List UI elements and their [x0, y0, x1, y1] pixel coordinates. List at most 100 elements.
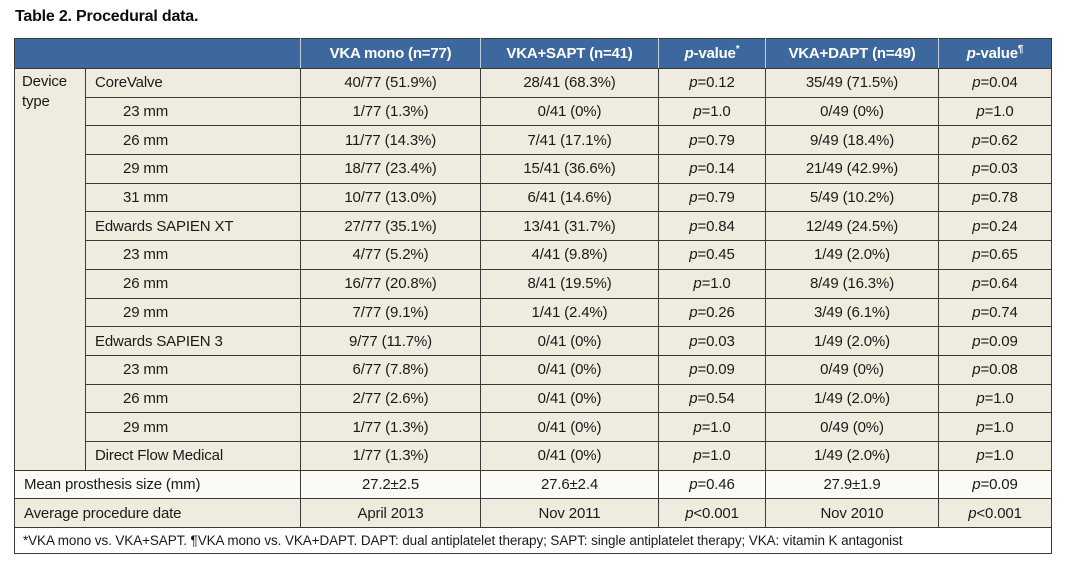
value-cell: 9/77 (11.7%) — [300, 326, 481, 356]
table-row: 29 mm 7/77 (9.1%) 1/41 (2.4%) p=0.26 3/49 (6… — [15, 297, 1052, 328]
row-label: CoreValve — [85, 68, 301, 98]
p-value-cell: p=0.24 — [938, 211, 1052, 242]
p-value-cell: p=0.26 — [658, 297, 766, 328]
table-row: 29 mm 18/77 (23.4%) 15/41 (36.6%) p=0.14 21/… — [15, 154, 1052, 184]
value-cell: 1/49 (2.0%) — [765, 383, 939, 414]
row-label: 29 mm — [85, 154, 301, 184]
value-cell: 27.9±1.9 — [765, 469, 939, 500]
value-cell: 0/41 (0%) — [480, 96, 659, 127]
value-cell: 0/41 (0%) — [480, 383, 659, 414]
p-value-cell: p=0.03 — [658, 326, 766, 356]
value-cell: 1/77 (1.3%) — [300, 96, 481, 127]
value-cell: 1/49 (2.0%) — [765, 240, 939, 270]
table-row: 23 mm 4/77 (5.2%) 4/41 (9.8%) p=0.45 1/49 (2… — [15, 240, 1052, 270]
table-row: Device type CoreValve 40/77 (51.9%) 28/41 (… — [14, 68, 1052, 471]
p-value-cell: p=1.0 — [658, 412, 766, 442]
column-header: p-value* — [658, 38, 766, 69]
p-value-cell: p<0.001 — [938, 498, 1052, 528]
table-row: Edwards SAPIEN 3 9/77 (11.7%) 0/41 (0%) p=0… — [15, 326, 1052, 356]
p-value-cell: p=0.74 — [938, 297, 1052, 328]
value-cell: 1/77 (1.3%) — [300, 440, 481, 471]
summary-row-label: Average procedure date — [14, 498, 301, 528]
table-row: 23 mm 6/77 (7.8%) 0/41 (0%) p=0.09 0/49 (0%)… — [15, 354, 1052, 385]
p-value-cell: p=0.62 — [938, 125, 1052, 156]
row-label: 26 mm — [85, 125, 301, 156]
value-cell: 18/77 (23.4%) — [300, 154, 481, 184]
value-cell: 0/41 (0%) — [480, 354, 659, 385]
p-value-cell: p=0.03 — [938, 154, 1052, 184]
value-cell: 27.6±2.4 — [480, 469, 659, 500]
p-value-cell: p=0.12 — [658, 68, 766, 98]
p-value-cell: p<0.001 — [658, 498, 766, 528]
p-value-cell: p=1.0 — [658, 96, 766, 127]
p-value-cell: p=1.0 — [938, 412, 1052, 442]
value-cell: Nov 2010 — [765, 498, 939, 528]
footnote-row: *VKA mono vs. VKA+SAPT. ¶VKA mono vs. VK… — [14, 527, 1052, 554]
value-cell: 0/41 (0%) — [480, 440, 659, 471]
procedural-data-table: VKA mono (n=77) VKA+SAPT (n=41) p-value* VK… — [14, 38, 1052, 554]
header-corner-cell — [14, 38, 301, 69]
column-header: VKA+SAPT (n=41) — [480, 38, 659, 69]
p-value-cell: p=0.09 — [658, 354, 766, 385]
value-cell: 13/41 (31.7%) — [480, 211, 659, 242]
row-label: 23 mm — [85, 354, 301, 385]
row-label: 23 mm — [85, 240, 301, 270]
p-value-cell: p=0.09 — [938, 469, 1052, 500]
row-label: 29 mm — [85, 412, 301, 442]
p-value-cell: p=0.84 — [658, 211, 766, 242]
value-cell: 7/77 (9.1%) — [300, 297, 481, 328]
row-label: 26 mm — [85, 383, 301, 414]
value-cell: 1/41 (2.4%) — [480, 297, 659, 328]
row-label: Edwards SAPIEN XT — [85, 211, 301, 242]
p-value-cell: p=0.64 — [938, 268, 1052, 299]
column-header: VKA+DAPT (n=49) — [765, 38, 939, 69]
value-cell: 5/49 (10.2%) — [765, 182, 939, 213]
value-cell: 9/49 (18.4%) — [765, 125, 939, 156]
table-header: VKA mono (n=77) VKA+SAPT (n=41) p-value* VK… — [14, 38, 1052, 69]
value-cell: 1/77 (1.3%) — [300, 412, 481, 442]
value-cell: 1/49 (2.0%) — [765, 440, 939, 471]
value-cell: 3/49 (6.1%) — [765, 297, 939, 328]
value-cell: 40/77 (51.9%) — [300, 68, 481, 98]
p-value-cell: p=0.79 — [658, 182, 766, 213]
value-cell: 0/49 (0%) — [765, 412, 939, 442]
value-cell: 35/49 (71.5%) — [765, 68, 939, 98]
value-cell: 15/41 (36.6%) — [480, 154, 659, 184]
column-header: p-value¶ — [938, 38, 1052, 69]
value-cell: Nov 2011 — [480, 498, 659, 528]
value-cell: April 2013 — [300, 498, 481, 528]
table-row: 23 mm 1/77 (1.3%) 0/41 (0%) p=1.0 0/49 (0%) p… — [15, 96, 1052, 127]
value-cell: 27.2±2.5 — [300, 469, 481, 500]
table-title: Table 2. Procedural data. — [15, 8, 199, 25]
value-cell: 2/77 (2.6%) — [300, 383, 481, 414]
value-cell: 8/41 (19.5%) — [480, 268, 659, 299]
table-footnote: *VKA mono vs. VKA+SAPT. ¶VKA mono vs. VK… — [14, 527, 1052, 554]
table-row: 29 mm 1/77 (1.3%) 0/41 (0%) p=1.0 0/49 (0%) p… — [15, 412, 1052, 442]
row-label: 31 mm — [85, 182, 301, 213]
table-row: 26 mm 11/77 (14.3%) 7/41 (17.1%) p=0.79 9/49… — [15, 125, 1052, 156]
row-label: 29 mm — [85, 297, 301, 328]
value-cell: 0/41 (0%) — [480, 326, 659, 356]
summary-row-label: Mean prosthesis size (mm) — [14, 469, 301, 500]
p-value-cell: p=1.0 — [658, 440, 766, 471]
value-cell: 6/77 (7.8%) — [300, 354, 481, 385]
value-cell: 6/41 (14.6%) — [480, 182, 659, 213]
value-cell: 4/77 (5.2%) — [300, 240, 481, 270]
value-cell: 8/49 (16.3%) — [765, 268, 939, 299]
p-value-cell: p=1.0 — [938, 383, 1052, 414]
p-value-cell: p=0.45 — [658, 240, 766, 270]
value-cell: 28/41 (68.3%) — [480, 68, 659, 98]
row-label: 26 mm — [85, 268, 301, 299]
value-cell: 16/77 (20.8%) — [300, 268, 481, 299]
header-row: VKA mono (n=77) VKA+SAPT (n=41) p-value* VK… — [14, 38, 1052, 69]
row-label: Edwards SAPIEN 3 — [85, 326, 301, 356]
table-row: 26 mm 16/77 (20.8%) 8/41 (19.5%) p=1.0 8/49 … — [15, 268, 1052, 299]
value-cell: 21/49 (42.9%) — [765, 154, 939, 184]
table-row: 26 mm 2/77 (2.6%) 0/41 (0%) p=0.54 1/49 (2.0… — [15, 383, 1052, 414]
value-cell: 0/41 (0%) — [480, 412, 659, 442]
p-value-cell: p=0.65 — [938, 240, 1052, 270]
p-value-cell: p=1.0 — [938, 96, 1052, 127]
value-cell: 27/77 (35.1%) — [300, 211, 481, 242]
p-value-cell: p=1.0 — [658, 268, 766, 299]
p-value-cell: p=0.78 — [938, 182, 1052, 213]
